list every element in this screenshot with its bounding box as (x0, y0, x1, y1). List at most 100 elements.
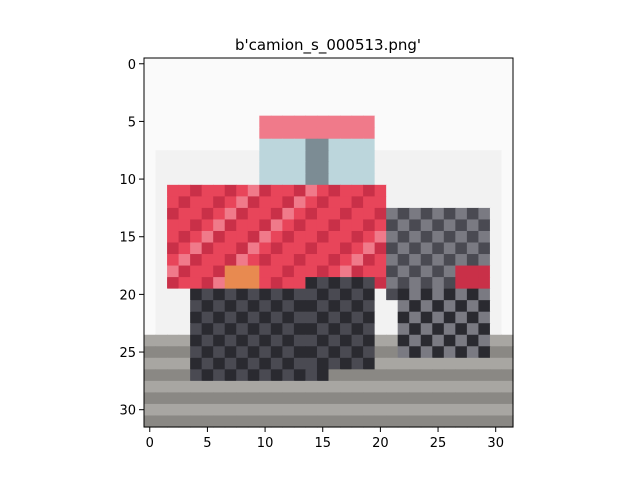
image-pixel (155, 196, 168, 209)
image-pixel (478, 311, 491, 324)
image-pixel (190, 323, 203, 336)
image-pixel (466, 369, 480, 382)
pixel-image (144, 58, 514, 428)
image-pixel (409, 380, 422, 394)
image-pixel (144, 346, 157, 359)
image-pixel (420, 219, 433, 232)
image-pixel (455, 323, 468, 336)
image-pixel (305, 242, 318, 255)
image-pixel (201, 196, 214, 209)
image-pixel (259, 357, 272, 370)
image-pixel (432, 242, 445, 255)
image-pixel (432, 58, 445, 71)
image-pixel (363, 357, 376, 370)
image-pixel (316, 323, 330, 336)
image-pixel (466, 207, 480, 221)
image-pixel (501, 69, 514, 82)
image-pixel (501, 92, 514, 105)
image-pixel (201, 288, 214, 301)
image-pixel (316, 300, 330, 313)
image-pixel (455, 334, 468, 347)
image-pixel (305, 184, 318, 197)
image-pixel (282, 161, 295, 174)
image-pixel (455, 357, 468, 370)
image-pixel (340, 346, 353, 359)
image-pixel (409, 415, 422, 428)
image-pixel (293, 81, 307, 94)
image-pixel (420, 58, 433, 71)
image-pixel (328, 207, 341, 221)
image-pixel (432, 92, 445, 105)
image-pixel (224, 265, 237, 278)
image-pixel (224, 369, 237, 382)
image-pixel (213, 104, 226, 117)
image-pixel (432, 380, 445, 394)
image-pixel (201, 254, 214, 267)
y-axis: 0 5 10 15 20 25 30 (119, 58, 144, 419)
image-pixel (489, 69, 503, 82)
image-pixel (213, 415, 226, 428)
image-pixel (270, 207, 283, 221)
image-pixel (305, 196, 318, 209)
image-pixel (236, 161, 249, 174)
image-pixel (236, 334, 249, 347)
image-pixel (386, 392, 399, 405)
image-pixel (316, 69, 330, 82)
image-pixel (316, 288, 330, 301)
image-pixel (501, 127, 514, 140)
image-pixel (236, 288, 249, 301)
x-tick-label: 30 (487, 436, 504, 451)
image-pixel (155, 81, 168, 94)
image-pixel (213, 254, 226, 267)
image-pixel (455, 115, 468, 128)
image-pixel (328, 403, 341, 417)
image-pixel (443, 415, 456, 428)
image-pixel (409, 311, 422, 324)
image-pixel (409, 230, 422, 244)
image-pixel (432, 207, 445, 221)
image-pixel (363, 242, 376, 255)
image-pixel (501, 357, 514, 370)
image-pixel (340, 92, 353, 105)
image-pixel (328, 277, 341, 290)
image-pixel (259, 254, 272, 267)
image-pixel (144, 242, 157, 255)
image-pixel (443, 323, 456, 336)
image-pixel (293, 277, 307, 290)
image-pixel (167, 357, 180, 370)
image-pixel (478, 323, 491, 336)
image-pixel (201, 69, 214, 82)
image-pixel (247, 334, 260, 347)
image-pixel (340, 254, 353, 267)
image-pixel (363, 127, 376, 140)
image-pixel (386, 127, 399, 140)
image-pixel (351, 288, 364, 301)
image-pixel (432, 403, 445, 417)
image-pixel (374, 184, 387, 197)
image-pixel (501, 288, 514, 301)
image-pixel (466, 138, 480, 151)
image-pixel (386, 277, 399, 290)
image-pixel (374, 288, 387, 301)
image-pixel (282, 69, 295, 82)
image-pixel (167, 311, 180, 324)
image-pixel (489, 357, 503, 370)
image-pixel (443, 254, 456, 267)
image-pixel (432, 288, 445, 301)
image-pixel (316, 196, 330, 209)
image-pixel (236, 207, 249, 221)
image-pixel (397, 254, 410, 267)
image-pixel (236, 92, 249, 105)
image-pixel (501, 254, 514, 267)
image-pixel (167, 219, 180, 232)
image-pixel (201, 138, 214, 151)
image-pixel (374, 161, 387, 174)
image-pixel (409, 403, 422, 417)
image-pixel (155, 207, 168, 221)
image-pixel (293, 207, 307, 221)
image-pixel (397, 69, 410, 82)
image-pixel (501, 380, 514, 394)
image-pixel (409, 161, 422, 174)
image-pixel (489, 207, 503, 221)
image-pixel (201, 150, 214, 163)
